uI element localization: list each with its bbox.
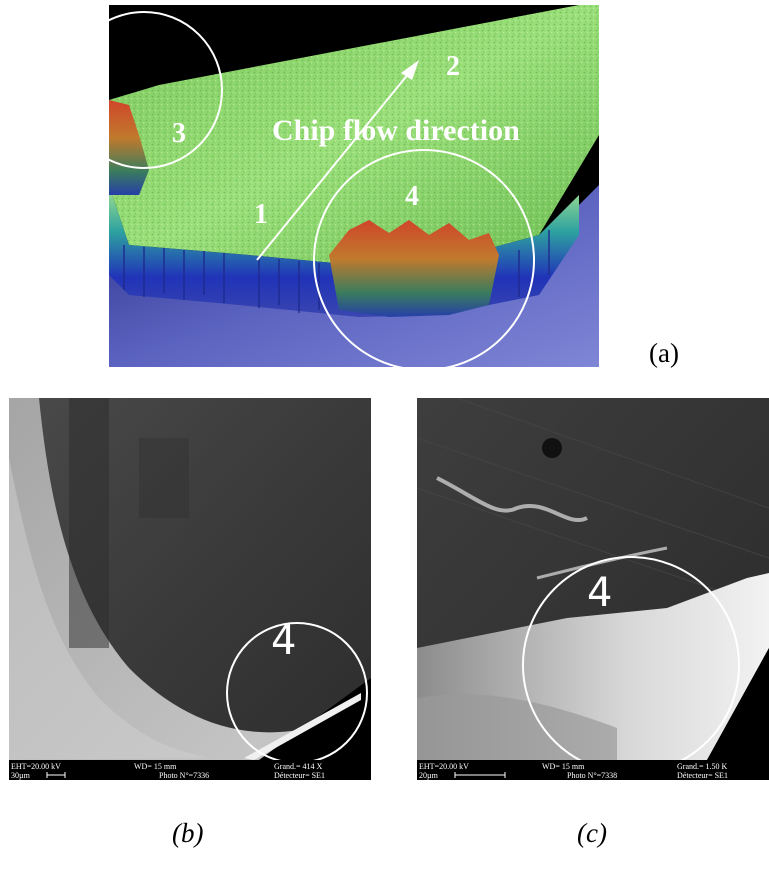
topography-image: 3 2 1 4 Chip flow direction bbox=[109, 5, 599, 367]
label-3: 3 bbox=[172, 118, 186, 149]
chip-flow-label: Chip flow direction bbox=[272, 114, 520, 147]
detector-b: Détecteur= SE1 bbox=[274, 771, 325, 780]
wd-b: WD= 15 mm bbox=[134, 762, 177, 771]
caption-b: (b) bbox=[172, 818, 204, 848]
label-1: 1 bbox=[254, 199, 268, 230]
eht-c: EHT=20.00 kV bbox=[419, 762, 469, 771]
label-4-c: 4 bbox=[587, 570, 612, 616]
photo-c: Photo N°=7338 bbox=[567, 771, 617, 780]
label-4-b: 4 bbox=[271, 618, 296, 664]
label-4: 4 bbox=[405, 181, 419, 212]
scale-c: 20µm bbox=[419, 771, 439, 780]
label-2: 2 bbox=[446, 51, 460, 82]
caption-a: (a) bbox=[649, 338, 679, 368]
wd-c: WD= 15 mm bbox=[542, 762, 585, 771]
grand-c: Grand.= 1.50 K bbox=[677, 762, 728, 771]
photo-b: Photo N°=7336 bbox=[159, 771, 209, 780]
grand-b: Grand.= 414 X bbox=[274, 762, 323, 771]
detector-c: Détecteur= SE1 bbox=[677, 771, 728, 780]
eht-b: EHT=20.00 kV bbox=[11, 762, 61, 771]
caption-c: (c) bbox=[577, 818, 607, 848]
sem-image-b: 4 EHT=20.00 kV 30µm WD= 15 mm Photo N°=7… bbox=[9, 398, 371, 780]
sem-image-c: 4 EHT=20.00 kV 20µm WD= 15 mm Photo N°=7… bbox=[417, 398, 769, 780]
scale-b: 30µm bbox=[11, 771, 31, 780]
